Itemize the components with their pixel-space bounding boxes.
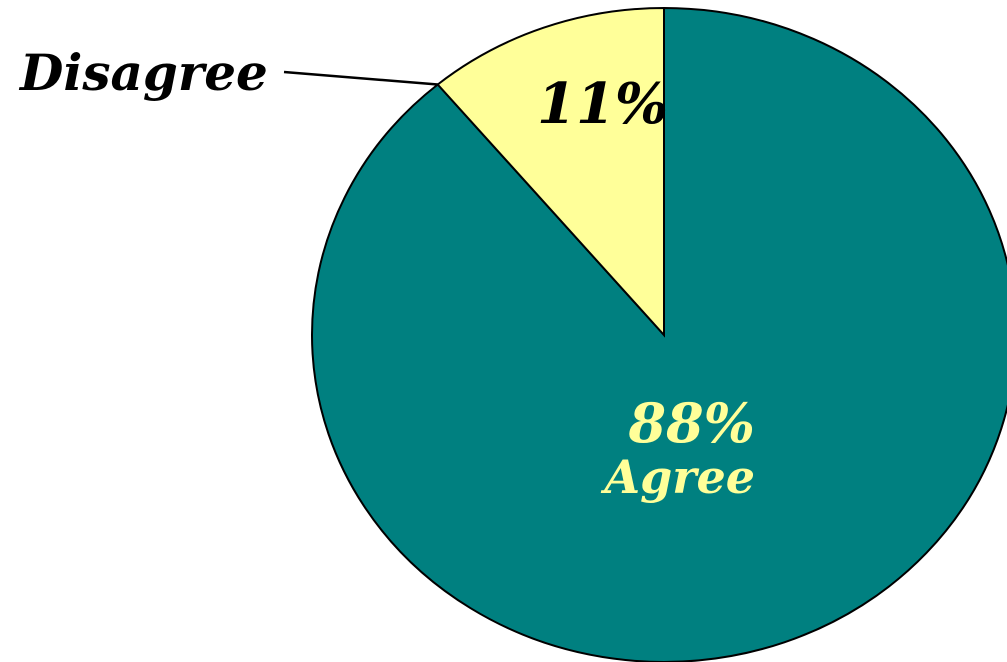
disagree-label: Disagree xyxy=(18,43,268,102)
pie-slice-disagree xyxy=(436,6,665,338)
disagree-leader-line xyxy=(283,70,438,86)
agree-value-label: 88% xyxy=(628,391,755,455)
agree-label: Agree xyxy=(600,450,755,504)
pie-slices xyxy=(311,6,1007,662)
pie-slice-agree xyxy=(311,6,1007,662)
disagree-value-label: 11% xyxy=(537,71,668,137)
